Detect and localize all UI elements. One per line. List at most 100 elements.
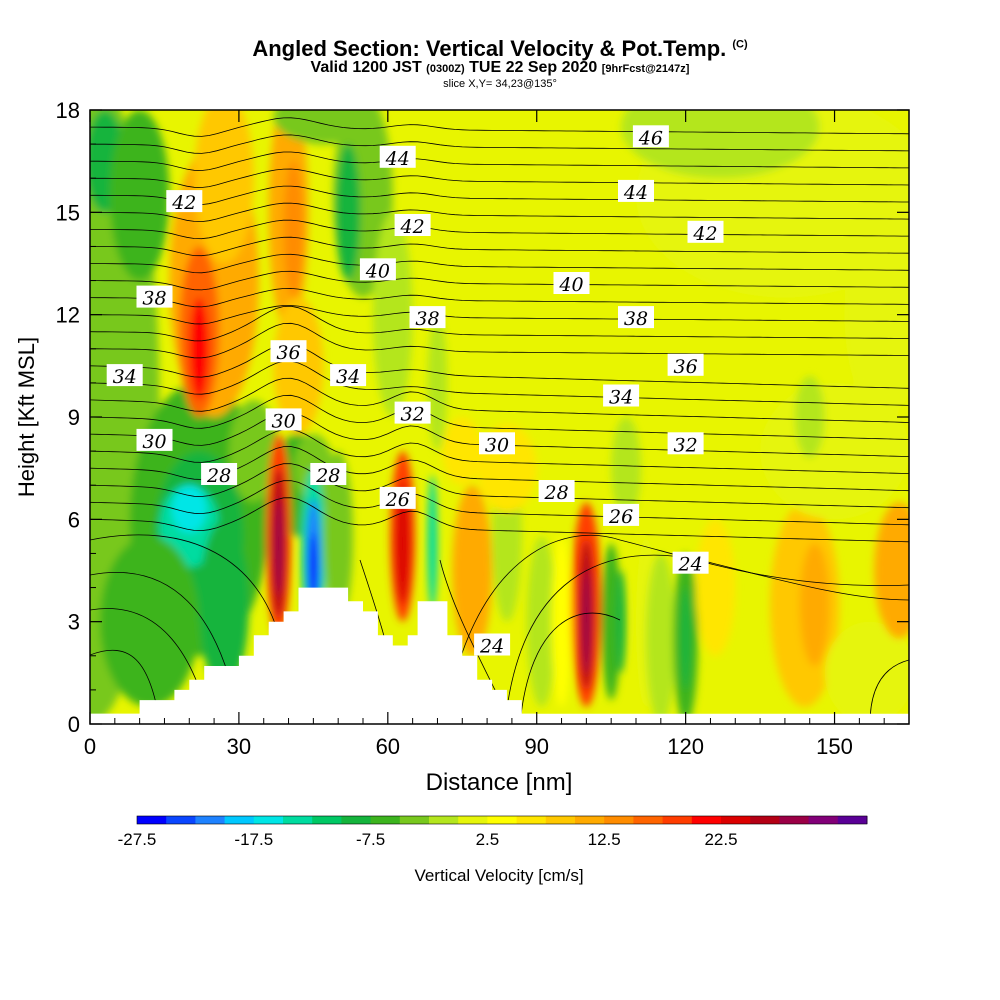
contour-label-text: 40 (365, 260, 390, 282)
chart-subtitle: Valid 1200 JST (0300Z) TUE 22 Sep 2020 [… (0, 59, 1000, 77)
pot-temp-contour-line (90, 429, 909, 474)
colorbar-swatch (283, 816, 313, 824)
colorbar-swatch (837, 816, 868, 824)
contour-label-box (394, 401, 431, 424)
contour-label-box (672, 551, 709, 574)
contour-label-box (618, 306, 654, 329)
contour-label-box (618, 179, 654, 202)
contour-label-text: 34 (336, 366, 360, 388)
subtitle-date: TUE 22 Sep 2020 (469, 59, 598, 76)
pot-temp-contour-line (90, 305, 909, 325)
pot-temp-contour-line (90, 394, 909, 440)
velocity-cell (109, 110, 170, 281)
subtitle-fcst: [9hrFcst@2147z] (601, 63, 690, 75)
pot-temp-contour-line (90, 534, 281, 641)
colorbar-label: Vertical Velocity [cm/s] (414, 866, 583, 885)
contour-label-box (136, 285, 173, 308)
colorbar-tick-label: 22.5 (704, 830, 737, 849)
velocity-cell (274, 498, 283, 595)
contour-label: 34 (106, 364, 143, 388)
contour-label-text: 42 (171, 192, 196, 214)
contour-label: 28 (538, 480, 575, 504)
velocity-cell (874, 502, 909, 639)
contour-label-box (265, 408, 302, 431)
contour-label: 24 (672, 551, 709, 576)
pot-temp-contour-line (90, 322, 909, 359)
colorbar-swatch (399, 816, 430, 824)
velocity-cell (372, 212, 413, 417)
contour-label-text: 34 (113, 366, 137, 388)
contour-label: 30 (136, 428, 173, 453)
contour-label-text: 44 (623, 182, 648, 204)
contour-label: 42 (687, 220, 724, 245)
contour-label-text: 44 (385, 148, 410, 170)
contour-label: 38 (409, 306, 446, 330)
velocity-cell (395, 481, 411, 605)
contour-label-text: 32 (674, 434, 698, 456)
colorbar-swatch (662, 816, 693, 824)
velocity-cell (551, 536, 572, 707)
velocity-cell (273, 297, 324, 435)
pot-temp-contours (90, 117, 909, 724)
contour-label-text: 42 (400, 216, 425, 238)
pot-temp-contour-line (90, 343, 909, 389)
x-tick-label: 120 (667, 734, 704, 759)
pot-temp-contour-line (90, 134, 909, 154)
contour-label-text: 32 (401, 404, 425, 426)
y-tick-label: 18 (56, 98, 80, 123)
pot-temp-contour-line (519, 612, 621, 724)
colorbar-swatch (721, 816, 751, 824)
colorbar-swatch (224, 816, 255, 824)
colorbar-swatch (458, 816, 488, 824)
contour-label: 42 (166, 190, 203, 214)
x-tick-label: 90 (524, 734, 548, 759)
pot-temp-contour-line (90, 151, 909, 171)
pot-temp-contour-line (90, 287, 909, 308)
x-axis-label: Distance [nm] (426, 769, 573, 796)
colorbar-tick-label: -17.5 (234, 830, 273, 849)
colorbar: -27.5 -17.5 -7.5 2.5 12.5 22.5 (118, 815, 868, 849)
contour-label-text: 26 (608, 506, 633, 528)
colorbar-swatch (195, 816, 226, 824)
velocity-cell (611, 417, 641, 520)
contour-label: 46 (632, 125, 669, 149)
velocity-cell (283, 161, 304, 298)
contour-label-box (379, 145, 416, 168)
colorbar-swatch (253, 816, 284, 824)
contour-label-text: 38 (624, 308, 648, 330)
contour-label-text: 36 (276, 342, 300, 364)
contour-label-box (330, 364, 367, 387)
pot-temp-contour-line (90, 117, 909, 137)
x-tick-label: 60 (376, 734, 400, 759)
contour-label-text: 28 (315, 465, 340, 487)
contour-label: 38 (618, 306, 654, 330)
contour-label-box (136, 428, 173, 451)
contour-label-box (667, 432, 704, 455)
contour-label: 42 (394, 214, 431, 238)
velocity-cell (695, 519, 736, 656)
velocity-cell (616, 570, 627, 673)
contour-label-box (632, 125, 669, 148)
pot-temp-contour-line (90, 463, 909, 509)
colorbar-tick-label: -27.5 (118, 830, 157, 849)
colorbar-swatch (750, 816, 780, 824)
y-tick-label: 3 (68, 610, 80, 635)
contour-label: 36 (667, 353, 704, 378)
contour-label-box (603, 384, 640, 407)
contour-label: 36 (270, 340, 307, 364)
pot-temp-contour-line (90, 253, 909, 274)
chart-subtitle-slice: slice X,Y= 34,23@135° (443, 78, 557, 90)
contour-label: 44 (618, 179, 654, 204)
velocity-cell (442, 417, 483, 486)
contour-label-box (553, 272, 590, 294)
contour-label-text: 38 (142, 288, 166, 310)
velocity-cell (799, 543, 830, 667)
pot-temp-contour-line (90, 270, 909, 291)
y-tick-label: 6 (68, 507, 80, 532)
velocity-cell (680, 587, 691, 690)
pot-temp-contour-line (90, 219, 909, 240)
velocity-cell (273, 110, 373, 145)
velocity-cell (844, 212, 909, 417)
contour-label-text: 30 (272, 410, 296, 432)
contour-label-text: 46 (638, 127, 663, 149)
